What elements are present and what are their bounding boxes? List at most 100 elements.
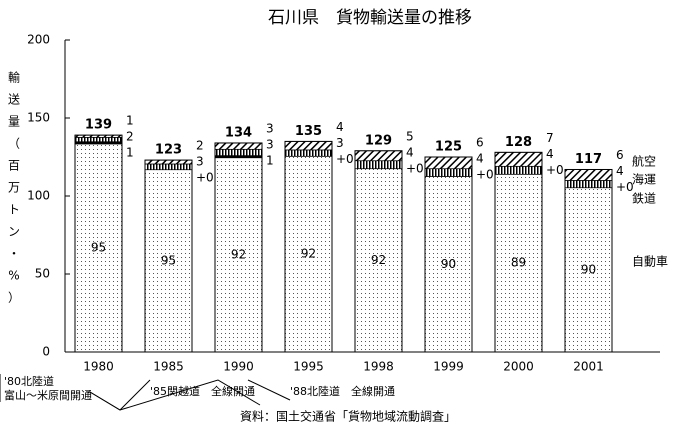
annotation: '88北陸道 全線開通 [290,384,395,398]
bar-segment [214,157,263,353]
total-label: 117 [575,152,602,167]
data-label: 90 [581,262,596,276]
data-label: +0 [406,161,424,175]
bar-outline [354,150,403,353]
data-label: +0 [476,168,494,182]
total-label: 123 [155,143,182,158]
data-label: 3 [196,155,204,169]
bar-segment [144,163,193,171]
data-label: 89 [511,256,526,270]
annotation-line-text: '85関越道 全線開通 [150,384,255,398]
bar-segment [284,141,333,151]
total-label: 139 [85,118,112,133]
y-axis-label-char: 万 [8,181,20,195]
data-label: 95 [91,240,106,254]
bar-segment [214,148,263,156]
y-axis-label-char: ト [8,203,20,217]
chart-title: 石川県 貨物輸送量の推移 [268,8,472,28]
annotation-line-text: '88北陸道 全線開通 [290,384,395,398]
bar-segment [494,173,543,353]
bar-segment [424,168,473,177]
data-label: 2 [196,139,204,153]
bar-segment [564,187,613,353]
bar-outline [424,156,473,353]
y-tick-label: 50 [35,267,50,281]
y-axis-label-char: 量 [8,115,20,129]
y-tick-label: 100 [27,189,50,203]
bar-segment [424,156,473,170]
data-label: 90 [441,257,456,271]
data-label: 3 [266,121,274,135]
data-label: 4 [546,147,554,161]
bar-outline [214,142,263,353]
bar-segment [284,155,333,353]
x-tick-label: 2001 [573,360,604,374]
y-axis-label-char: 送 [8,92,20,107]
source: 資料：国土交通省「貨物地域流動調査」 [240,409,456,424]
y-axis-label-char: （ [8,137,20,151]
data-label: 92 [231,247,246,261]
total-label: 129 [365,133,392,148]
x-tick-label: 1980 [83,360,114,374]
data-label: +0 [546,163,564,177]
annotation-line [89,379,151,411]
total-label: 128 [505,135,532,150]
data-label: 4 [336,120,344,134]
y-axis-label-char: ・ [8,247,20,261]
bar-outline [284,140,333,353]
data-label: 1 [266,153,274,167]
y-tick-label: 0 [42,345,50,359]
x-tick-label: 2000 [503,360,534,374]
bar-segment [144,159,193,165]
y-axis-label-char: ン [8,225,20,239]
bar-outline [494,151,543,353]
data-label: 3 [266,137,274,151]
x-tick-label: 1990 [223,360,254,374]
x-tick-label: 1999 [433,360,464,374]
bar-segment [494,165,543,175]
bar-outline [74,134,123,353]
data-label: +0 [196,171,214,185]
x-tick-label: 1998 [363,360,394,374]
data-label: +0 [336,152,354,166]
data-label: +0 [616,180,634,194]
data-label: 1 [126,146,134,160]
data-label: 7 [546,131,554,145]
y-tick-label: 150 [27,111,50,125]
bar-segment [284,149,333,157]
y-tick-label: 200 [27,33,50,47]
data-label: 4 [616,164,624,178]
data-label: 6 [476,136,484,150]
annotation-line-text: '80北陸道 [4,374,54,388]
data-label: 92 [301,247,316,261]
annotation-line [89,379,261,411]
legend-label: 航空 [632,154,656,169]
annotation-line [247,379,291,401]
bar-segment [354,168,403,353]
x-tick-label: 1995 [293,360,324,374]
bar-outline [144,159,193,353]
y-axis-label-char: 輸 [8,70,20,85]
bar-segment [564,169,613,181]
total-label: 135 [295,124,322,139]
legend-label: 自動車 [632,255,668,269]
y-axis-label-char: ） [8,291,20,305]
data-label: 1 [126,114,134,128]
bar-segment [424,176,473,353]
annotation: '85関越道 全線開通 [150,384,255,398]
data-label: 92 [371,253,386,267]
y-axis-label-char: % [8,269,19,283]
bar-segment [564,180,613,189]
bar-segment [494,151,543,167]
bar-segment [214,142,263,150]
total-label: 125 [435,140,462,155]
x-tick-label: 1985 [153,360,184,374]
data-label: 3 [336,136,344,150]
bar-segment [354,160,403,170]
data-label: 95 [161,253,176,267]
bar-segment [74,137,123,143]
bar-segment [354,150,403,162]
bar-outline [564,168,613,353]
